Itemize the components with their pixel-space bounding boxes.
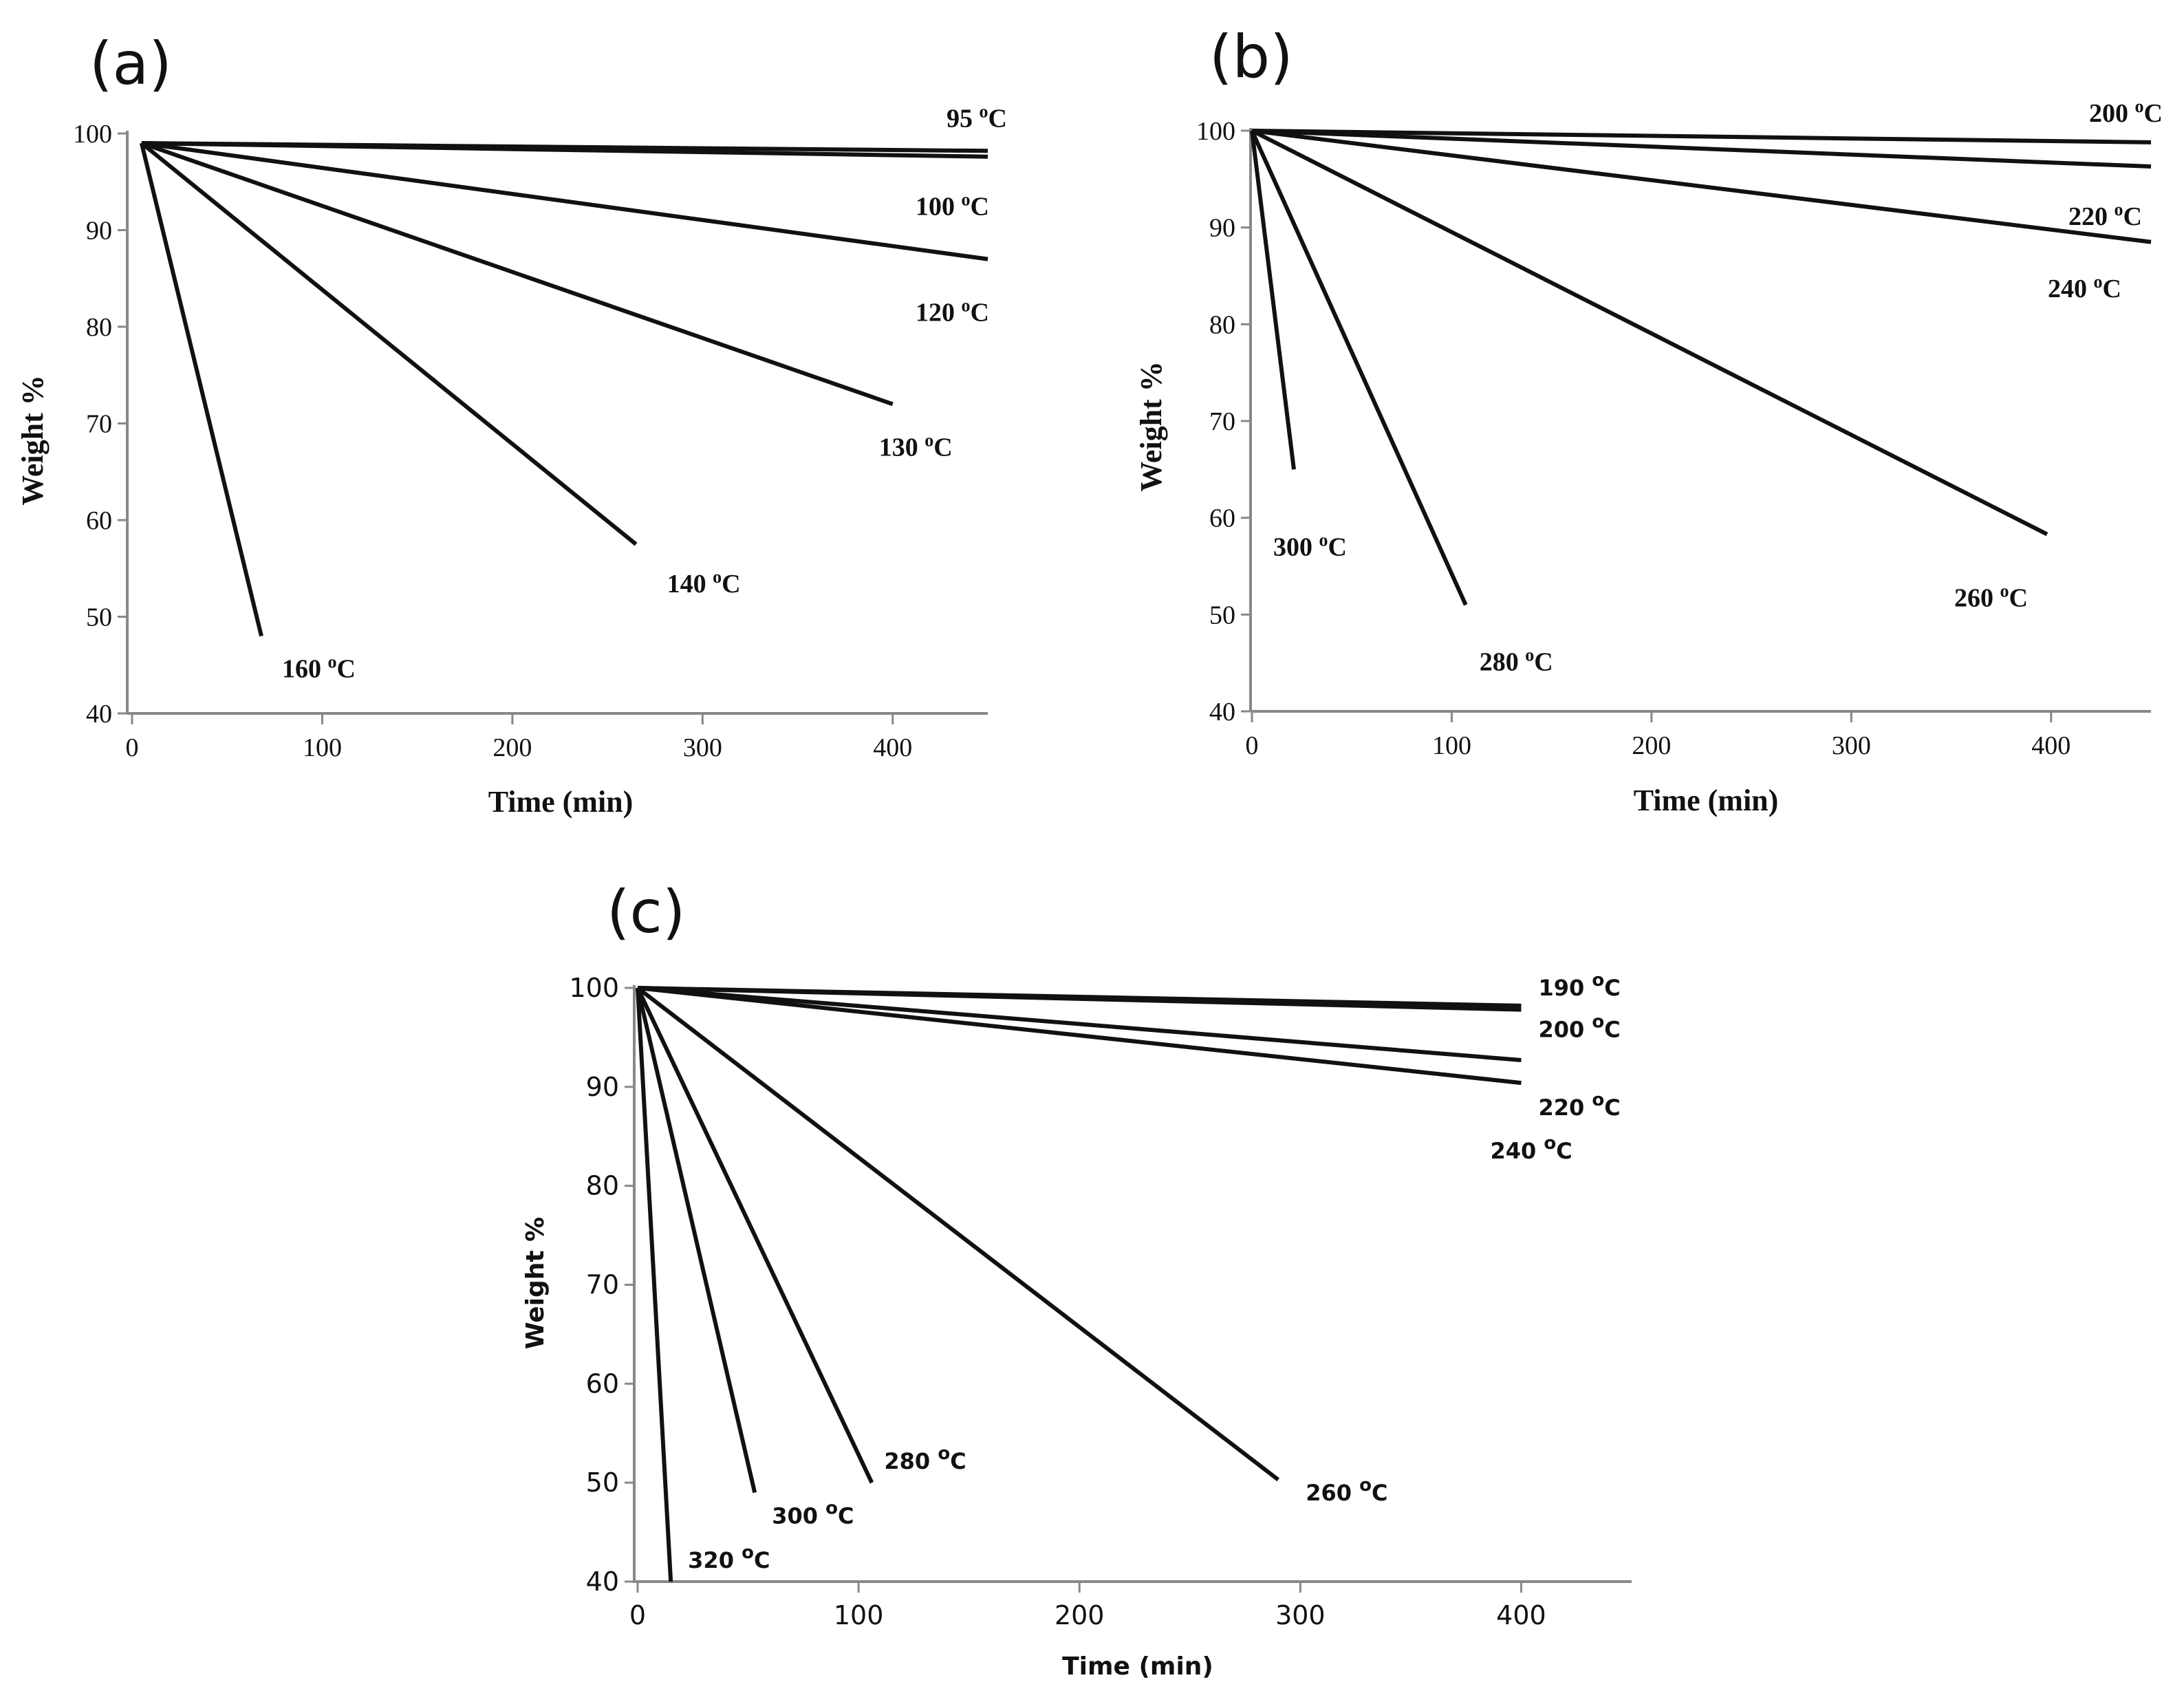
y-tick-label: 100 xyxy=(73,120,112,149)
series-label-240C: 240 oC xyxy=(2048,272,2121,303)
y-axis-label: Weight % xyxy=(16,375,50,505)
x-tick-label: 200 xyxy=(493,733,532,762)
y-axis-label: Weight % xyxy=(521,1217,550,1349)
x-tick-label: 100 xyxy=(834,1600,884,1630)
series-line-300C xyxy=(636,987,757,1494)
series-line-240C xyxy=(1251,129,2152,244)
y-tick-label: 40 xyxy=(586,1566,619,1597)
y-tick-label: 60 xyxy=(86,506,112,535)
x-tick-label: 300 xyxy=(683,733,722,762)
y-tick-label: 100 xyxy=(1196,117,1235,146)
y-tick-label: 60 xyxy=(1209,504,1235,533)
series-label-320C: 320 oC xyxy=(688,1542,770,1573)
panel-label: (c) xyxy=(607,878,685,947)
series-line-220C xyxy=(1251,129,2152,169)
series-label-130C: 130 oC xyxy=(879,430,953,462)
series-line-240C xyxy=(637,986,1522,1086)
series-label-190C: 190 oC xyxy=(1538,970,1620,1001)
series-label-100C: 100 oC xyxy=(916,190,989,222)
series-line-300C xyxy=(1250,130,1296,470)
series-line-200C xyxy=(637,986,1522,1012)
series-label-220C: 220 oC xyxy=(1538,1090,1620,1121)
y-tick-label: 70 xyxy=(586,1270,619,1300)
series-line-100C xyxy=(141,141,988,159)
panel-label: (a) xyxy=(89,30,172,98)
y-tick-label: 90 xyxy=(1209,214,1235,243)
series-line-260C xyxy=(636,986,1280,1482)
y-tick-label: 70 xyxy=(86,410,112,439)
y-tick-label: 50 xyxy=(586,1467,619,1498)
series-label-260C: 260 oC xyxy=(1306,1475,1387,1506)
y-tick-label: 40 xyxy=(86,700,112,729)
x-tick-label: 400 xyxy=(2031,731,2071,760)
series-line-120C xyxy=(141,141,988,261)
series-line-130C xyxy=(140,141,894,407)
chart-panel-1: (a) 40 50 60 70 80 90 100 0 100 200 300 400 Time (min… xyxy=(16,30,1007,819)
series-line-280C xyxy=(1250,129,1468,606)
y-tick-label: 90 xyxy=(86,217,112,246)
series-label-200C: 200 oC xyxy=(2089,96,2163,128)
series-label-280C: 280 oC xyxy=(884,1443,966,1474)
x-tick-label: 100 xyxy=(1432,731,1471,760)
chart-panel-2: (b) 40 50 60 70 80 90 100 0 100 200 300 400 Time (min… xyxy=(1134,23,2163,817)
series-label-240C: 240 oC xyxy=(1490,1133,1572,1164)
series-line-140C xyxy=(140,141,638,546)
series-label-160C: 160 oC xyxy=(282,652,356,684)
y-tick-label: 100 xyxy=(569,973,619,1003)
x-tick-label: 0 xyxy=(629,1600,646,1630)
x-tick-label: 0 xyxy=(1246,731,1259,760)
y-axis-label: Weight % xyxy=(1134,361,1168,491)
y-tick-label: 90 xyxy=(586,1072,619,1102)
series-label-280C: 280 oC xyxy=(1480,645,1553,676)
series-label-300C: 300 oC xyxy=(1273,530,1347,561)
series-line-320C xyxy=(636,987,673,1582)
y-tick-label: 60 xyxy=(586,1368,619,1399)
x-tick-label: 400 xyxy=(873,733,912,762)
x-axis-label: Time (min) xyxy=(1062,1652,1213,1681)
series-label-95C: 95 oC xyxy=(947,101,1007,133)
series-label-220C: 220 oC xyxy=(2068,200,2142,231)
x-tick-label: 300 xyxy=(1275,1600,1326,1630)
series-line-260C xyxy=(1251,129,2048,537)
chart-panel-3: (c) 40 50 60 70 80 90 100 0 100 200 300 400 Time (min… xyxy=(521,878,1632,1681)
series-label-200C: 200 oC xyxy=(1538,1012,1620,1043)
x-tick-label: 200 xyxy=(1055,1600,1105,1630)
x-tick-label: 100 xyxy=(303,733,342,762)
x-tick-label: 400 xyxy=(1496,1600,1546,1630)
y-tick-label: 80 xyxy=(1209,310,1235,339)
y-tick-label: 80 xyxy=(586,1171,619,1201)
x-axis-label: Time (min) xyxy=(1634,784,1779,817)
y-tick-label: 70 xyxy=(1209,407,1235,436)
y-tick-label: 80 xyxy=(86,313,112,342)
series-line-280C xyxy=(636,987,874,1484)
y-tick-label: 40 xyxy=(1209,698,1235,726)
y-tick-label: 50 xyxy=(86,603,112,632)
panel-label: (b) xyxy=(1209,23,1293,91)
series-label-260C: 260 oC xyxy=(1954,581,2028,613)
y-tick-label: 50 xyxy=(1209,601,1235,629)
series-label-300C: 300 oC xyxy=(772,1498,854,1529)
x-tick-label: 0 xyxy=(126,733,139,762)
series-label-140C: 140 oC xyxy=(667,567,741,599)
series-label-120C: 120 oC xyxy=(916,296,989,327)
series-line-160C xyxy=(139,142,263,637)
series-line-220C xyxy=(637,986,1522,1062)
x-axis-label: Time (min) xyxy=(488,785,634,819)
series-line-200C xyxy=(1251,129,2152,144)
x-tick-label: 200 xyxy=(1632,731,1671,760)
x-tick-label: 300 xyxy=(1832,731,1871,760)
